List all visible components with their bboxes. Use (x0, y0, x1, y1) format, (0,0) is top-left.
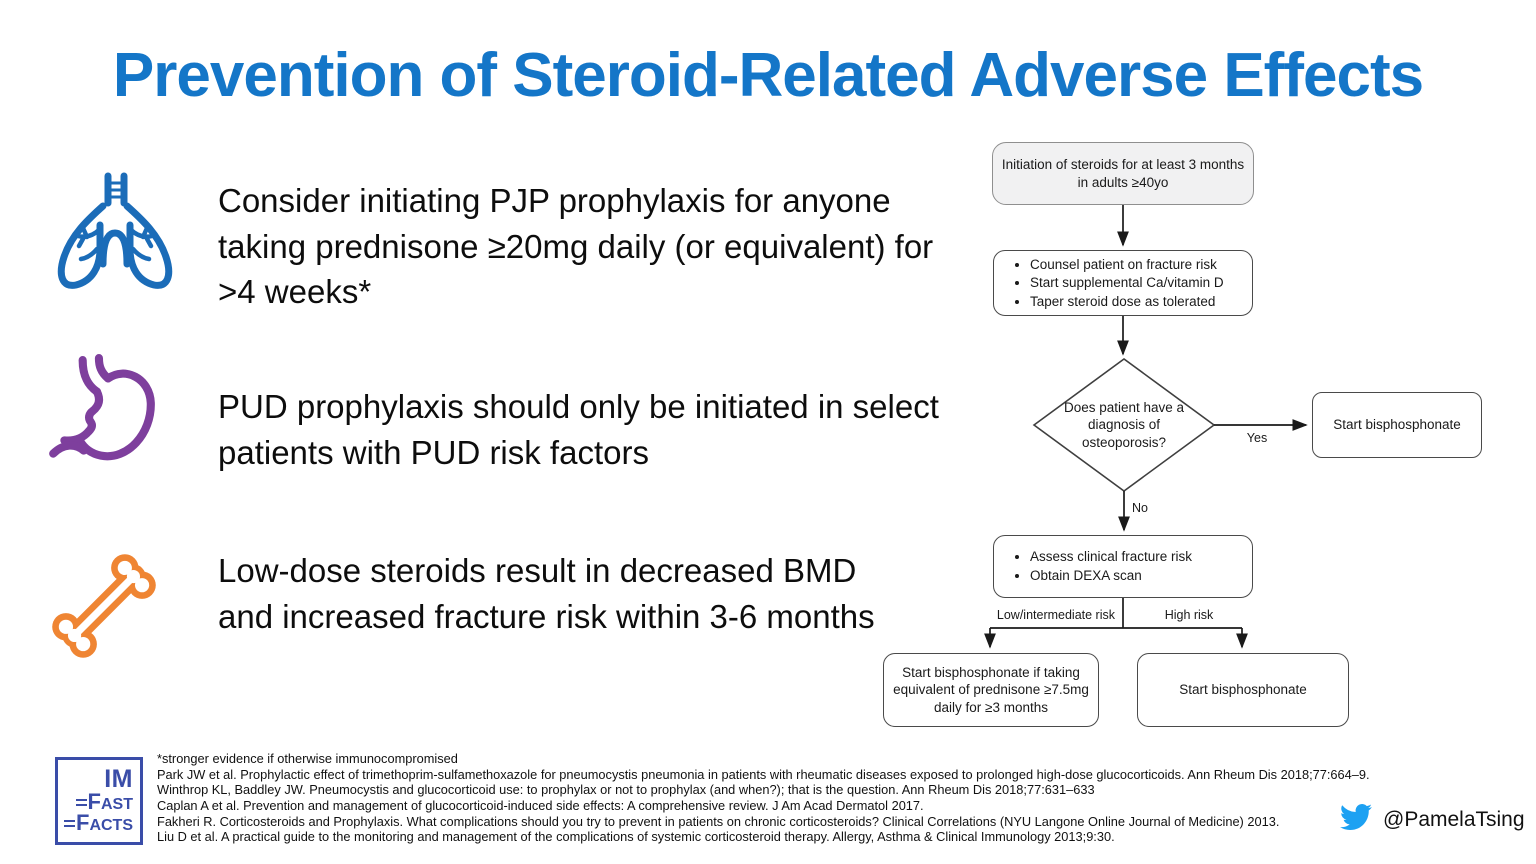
osteoporosis-flowchart: Initiation of steroids for at least 3 mo… (860, 130, 1520, 750)
im-fast-facts-logo: IM FAST FACTS (55, 757, 143, 845)
bullet-pud-text: PUD prophylaxis should only be initiated… (218, 388, 939, 471)
no-branch-label: No (1132, 501, 1148, 515)
bullet-bmd-text: Low-dose steroids result in decreased BM… (218, 552, 875, 635)
logo-line-fast: FAST (87, 788, 133, 814)
bullet-pjp-text: Consider initiating PJP prophylaxis for … (218, 182, 934, 311)
speed-lines-icon (63, 819, 75, 827)
flow-yes-box: Start bisphosphonate (1312, 392, 1482, 458)
logo-line-im: IM (104, 765, 133, 794)
flowchart-connectors (984, 205, 1308, 649)
flow-high-risk-box: Start bisphosphonate (1137, 653, 1349, 727)
counsel-item: Start supplemental Ca/vitamin D (1030, 274, 1224, 291)
flow-assess-box: Assess clinical fracture risk Obtain DEX… (993, 535, 1253, 598)
yes-branch-label: Yes (1246, 431, 1268, 445)
counsel-item: Taper steroid dose as tolerated (1030, 293, 1224, 310)
references-block: *stronger evidence if otherwise immunoco… (157, 751, 1487, 845)
low-risk-branch-label: Low/intermediate risk (996, 608, 1115, 622)
footnote-line: Winthrop KL, Baddley JW. Pneumocystis an… (157, 782, 1095, 798)
flow-start-box: Initiation of steroids for at least 3 mo… (992, 142, 1254, 205)
logo-line-facts: FACTS (75, 809, 133, 835)
twitter-attribution: @PamelaTsing (1337, 801, 1525, 838)
twitter-handle: @PamelaTsing (1383, 807, 1525, 831)
footnote-line: Caplan A et al. Prevention and managemen… (157, 798, 924, 814)
footnote-line: Fakheri R. Corticosteroids and Prophylax… (157, 813, 1280, 829)
stomach-icon (42, 352, 164, 478)
footnote-line: Park JW et al. Prophylactic effect of tr… (157, 766, 1370, 782)
speed-lines-icon (75, 798, 87, 806)
bone-icon (38, 540, 170, 672)
high-risk-branch-label: High risk (1164, 608, 1214, 622)
flow-counsel-box: Counsel patient on fracture risk Start s… (993, 250, 1253, 316)
page-title: Prevention of Steroid-Related Adverse Ef… (112, 41, 1424, 110)
assess-item: Assess clinical fracture risk (1030, 548, 1192, 565)
flow-decision-osteoporosis: Does patient have a diagnosis of osteopo… (1063, 399, 1185, 450)
lungs-icon (50, 168, 180, 300)
footnote-line: Liu D et al. A practical guide to the mo… (157, 829, 1115, 845)
counsel-item: Counsel patient on fracture risk (1030, 256, 1224, 273)
assess-item: Obtain DEXA scan (1030, 567, 1192, 584)
flow-low-risk-box: Start bisphosphonate if taking equivalen… (883, 653, 1099, 727)
twitter-bird-icon (1337, 801, 1375, 838)
footnote-line: *stronger evidence if otherwise immunoco… (157, 751, 458, 766)
